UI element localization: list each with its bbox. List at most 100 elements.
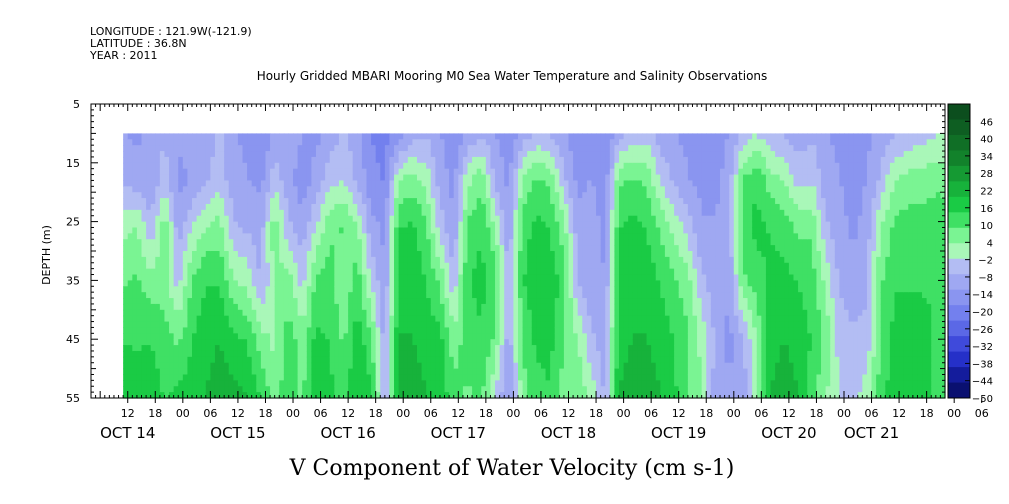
heatmap-cell bbox=[444, 215, 450, 223]
heatmap-cell bbox=[288, 192, 294, 199]
heatmap-cell bbox=[127, 262, 133, 270]
heatmap-cell bbox=[242, 362, 248, 370]
heatmap-cell bbox=[619, 203, 625, 211]
heatmap-cell bbox=[159, 333, 166, 340]
heatmap-cell bbox=[384, 174, 391, 182]
heatmap-cell bbox=[297, 268, 303, 276]
heatmap-cell bbox=[352, 215, 358, 223]
heatmap-cell bbox=[449, 309, 455, 317]
heatmap-cell bbox=[375, 198, 381, 205]
heatmap-cell bbox=[522, 292, 528, 299]
heatmap-cell bbox=[338, 303, 345, 311]
heatmap-cell bbox=[178, 168, 184, 176]
heatmap-cell bbox=[164, 327, 170, 334]
heatmap-cell bbox=[302, 386, 308, 393]
heatmap-cell bbox=[187, 233, 193, 240]
heatmap-cell bbox=[559, 298, 565, 305]
heatmap-cell bbox=[224, 151, 230, 158]
heatmap-cell bbox=[279, 286, 285, 293]
heatmap-cell bbox=[150, 203, 156, 211]
heatmap-cell bbox=[127, 268, 133, 276]
heatmap-cell bbox=[201, 174, 207, 182]
heatmap-cell bbox=[421, 198, 427, 205]
heatmap-cell bbox=[228, 245, 234, 252]
heatmap-cell bbox=[164, 151, 170, 158]
heatmap-cell bbox=[325, 192, 331, 199]
heatmap-cell bbox=[315, 339, 322, 346]
heatmap-cell bbox=[619, 145, 625, 152]
heatmap-cell bbox=[582, 221, 588, 229]
heatmap-cell bbox=[205, 239, 211, 246]
heatmap-cell bbox=[444, 162, 450, 170]
heatmap-cell bbox=[614, 227, 620, 234]
heatmap-cell bbox=[320, 392, 326, 399]
heatmap-cell bbox=[159, 174, 166, 182]
heatmap-cell bbox=[150, 392, 156, 399]
heatmap-cell bbox=[155, 339, 161, 346]
heatmap-cell bbox=[444, 227, 450, 234]
heatmap-cell bbox=[472, 268, 478, 276]
heatmap-cell bbox=[132, 251, 138, 258]
heatmap-cell bbox=[490, 386, 496, 393]
heatmap-cell bbox=[600, 215, 606, 223]
heatmap-cell bbox=[600, 174, 606, 182]
heatmap-cell bbox=[315, 262, 322, 270]
heatmap-cell bbox=[302, 156, 308, 164]
heatmap-cell bbox=[187, 380, 193, 387]
heatmap-cell bbox=[196, 298, 202, 305]
heatmap-cell bbox=[348, 203, 354, 211]
heatmap-cell bbox=[242, 245, 248, 252]
heatmap-cell bbox=[224, 256, 230, 264]
heatmap-cell bbox=[403, 321, 409, 329]
heatmap-cell bbox=[334, 262, 340, 270]
heatmap-cell bbox=[481, 245, 487, 252]
heatmap-cell bbox=[270, 139, 276, 146]
heatmap-cell bbox=[311, 162, 317, 170]
heatmap-cell bbox=[550, 339, 556, 346]
heatmap-cell bbox=[380, 227, 386, 234]
heatmap-cell bbox=[343, 309, 349, 317]
heatmap-cell bbox=[352, 268, 358, 276]
heatmap-cell bbox=[513, 192, 519, 199]
heatmap-cell bbox=[214, 292, 221, 299]
heatmap-cell bbox=[407, 303, 413, 311]
heatmap-cell bbox=[247, 315, 253, 323]
heatmap-cell bbox=[577, 168, 583, 176]
heatmap-cell bbox=[444, 286, 450, 293]
heatmap-cell bbox=[251, 133, 257, 140]
heatmap-cell bbox=[416, 186, 423, 193]
heatmap-cell bbox=[499, 162, 505, 170]
heatmap-cell bbox=[325, 350, 331, 358]
heatmap-cell bbox=[242, 356, 248, 364]
heatmap-cell bbox=[173, 256, 179, 264]
heatmap-cell bbox=[614, 303, 620, 311]
heatmap-cell bbox=[513, 151, 519, 158]
heatmap-cell bbox=[371, 139, 377, 146]
heatmap-cell bbox=[407, 350, 413, 358]
heatmap-cell bbox=[169, 339, 175, 346]
heatmap-cell bbox=[518, 368, 524, 376]
heatmap-cell bbox=[228, 262, 234, 270]
heatmap-cell bbox=[187, 168, 193, 176]
heatmap-cell bbox=[288, 386, 294, 393]
heatmap-cell bbox=[315, 356, 322, 364]
heatmap-cell bbox=[623, 386, 629, 393]
heatmap-cell bbox=[311, 292, 317, 299]
heatmap-cell bbox=[467, 156, 473, 164]
heatmap-cell bbox=[384, 198, 391, 205]
heatmap-cell bbox=[334, 327, 340, 334]
heatmap-cell bbox=[605, 186, 611, 193]
heatmap-cell bbox=[173, 227, 179, 234]
heatmap-cell bbox=[366, 339, 372, 346]
heatmap-cell bbox=[467, 215, 473, 223]
heatmap-cell bbox=[178, 286, 184, 293]
heatmap-cell bbox=[265, 151, 271, 158]
heatmap-cell bbox=[596, 233, 602, 240]
heatmap-cell bbox=[499, 139, 505, 146]
heatmap-cell bbox=[416, 145, 423, 152]
heatmap-cell bbox=[214, 327, 221, 334]
heatmap-cell bbox=[361, 333, 368, 340]
heatmap-cell bbox=[251, 256, 257, 264]
heatmap-cell bbox=[527, 221, 533, 229]
heatmap-cell bbox=[444, 356, 450, 364]
